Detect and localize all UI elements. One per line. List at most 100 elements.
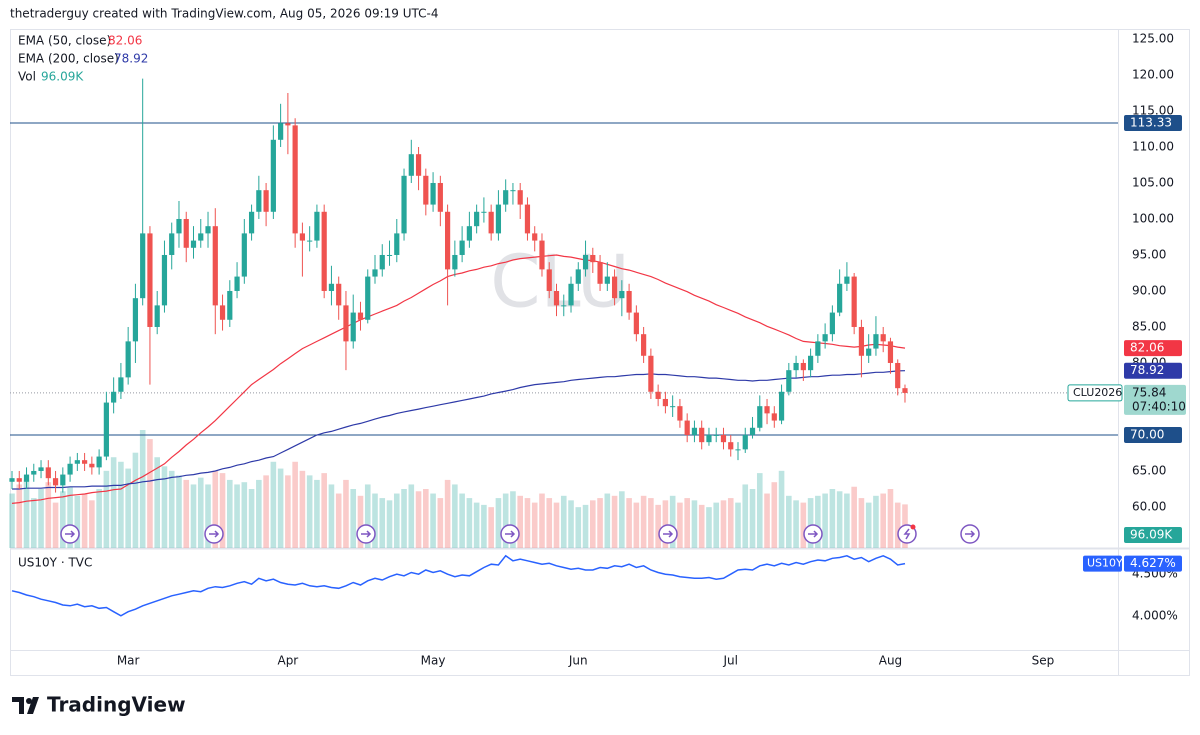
volume-bar: [531, 502, 538, 548]
candle-body: [31, 470, 37, 475]
candle-body: [742, 434, 748, 450]
pane-title: US10Y · TVC: [18, 556, 92, 570]
volume-bar: [604, 493, 611, 548]
candle-body: [532, 233, 538, 241]
y-tick-label: 95.00: [1132, 247, 1166, 261]
volume-bar: [575, 507, 582, 548]
candle-body: [372, 269, 378, 277]
candle-body: [379, 254, 385, 270]
volume-bar: [626, 498, 632, 548]
volume-bar: [168, 470, 175, 548]
volume-bar: [539, 493, 545, 548]
volume-bar: [96, 489, 102, 548]
volume-bar: [335, 493, 342, 548]
volume-bar: [706, 507, 712, 548]
candle-body: [699, 427, 705, 443]
candle-body: [198, 233, 204, 241]
candle-body: [786, 370, 792, 392]
candle-body: [328, 283, 335, 291]
volume-bar: [786, 495, 792, 548]
candle-body: [880, 334, 886, 342]
volume-bar: [829, 489, 836, 548]
candle-body: [648, 355, 654, 392]
volume-label: 96.09K: [1130, 528, 1173, 542]
candle-body: [74, 460, 80, 464]
last-price-label: 75.84: [1132, 385, 1166, 399]
volume-bar: [139, 430, 146, 548]
volume-bar: [662, 500, 669, 548]
volume-bar: [633, 502, 640, 548]
countdown-label: 07:40:10: [1132, 399, 1186, 413]
volume-bar: [481, 504, 487, 548]
volume-bar: [684, 498, 690, 548]
y-tick-label: 120.00: [1132, 67, 1174, 81]
volume-bar: [386, 500, 393, 548]
candle-body: [778, 391, 785, 421]
volume-bar: [466, 498, 473, 548]
volume-bar: [154, 457, 160, 548]
candle-body: [336, 283, 342, 306]
volume-bar: [452, 484, 458, 548]
volume-bar: [655, 504, 661, 548]
candle-body: [176, 218, 182, 234]
volume-bar: [306, 475, 313, 548]
candle-body: [764, 406, 770, 414]
volume-bar: [502, 493, 509, 548]
candle-body: [445, 211, 451, 270]
volume-bar: [118, 461, 124, 548]
ema-line: [11, 254, 906, 504]
volume-bar: [698, 504, 705, 548]
candle-body: [590, 254, 596, 263]
x-tick-label: Aug: [879, 654, 902, 668]
volume-bar: [720, 500, 727, 548]
volume-bar: [299, 470, 306, 548]
candle-body: [517, 190, 523, 205]
candle-body: [902, 388, 908, 393]
candle-body: [437, 182, 443, 212]
legend-name: EMA (50, close): [18, 34, 111, 48]
volume-bar: [727, 498, 734, 548]
y-tick-label: 60.00: [1132, 499, 1166, 513]
volume-bar: [423, 489, 429, 548]
candle-body: [394, 233, 400, 255]
ema-label: 78.92: [1130, 363, 1164, 377]
candle-body: [677, 406, 683, 421]
candle-body: [829, 312, 835, 335]
candle-body: [365, 276, 371, 320]
volume-bar: [241, 482, 248, 548]
volume-bar: [590, 500, 596, 548]
candle-body: [234, 276, 240, 291]
y-tick-label: 4.000%: [1132, 608, 1178, 622]
candle-body: [205, 226, 211, 234]
volume-bar: [713, 502, 720, 548]
event-dot: [910, 524, 916, 530]
candle-body: [474, 211, 480, 227]
volume-bar: [582, 504, 589, 548]
candle-body: [256, 190, 262, 212]
volume-bar: [524, 498, 531, 548]
candle-body: [459, 240, 465, 255]
candle-body: [292, 125, 298, 234]
volume-bar: [473, 502, 480, 548]
volume-bar: [510, 491, 516, 548]
volume-bar: [749, 489, 756, 548]
volume-bar: [45, 482, 52, 548]
volume-bar: [800, 502, 807, 548]
main-pane: [9, 78, 1118, 548]
volume-bar: [147, 439, 153, 548]
volume-bar: [880, 493, 886, 548]
y-tick-label: 105.00: [1132, 175, 1174, 189]
volume-bar: [408, 484, 415, 548]
legend-value: 96.09K: [41, 70, 84, 84]
volume-bar: [103, 470, 110, 548]
candle-body: [430, 182, 436, 205]
volume-bar: [132, 452, 139, 548]
candle-body: [415, 154, 422, 176]
candle-body: [720, 434, 727, 443]
volume-bar: [364, 484, 371, 548]
candle-body: [82, 460, 88, 464]
volume-bar: [110, 457, 117, 548]
candle-body: [749, 427, 756, 435]
